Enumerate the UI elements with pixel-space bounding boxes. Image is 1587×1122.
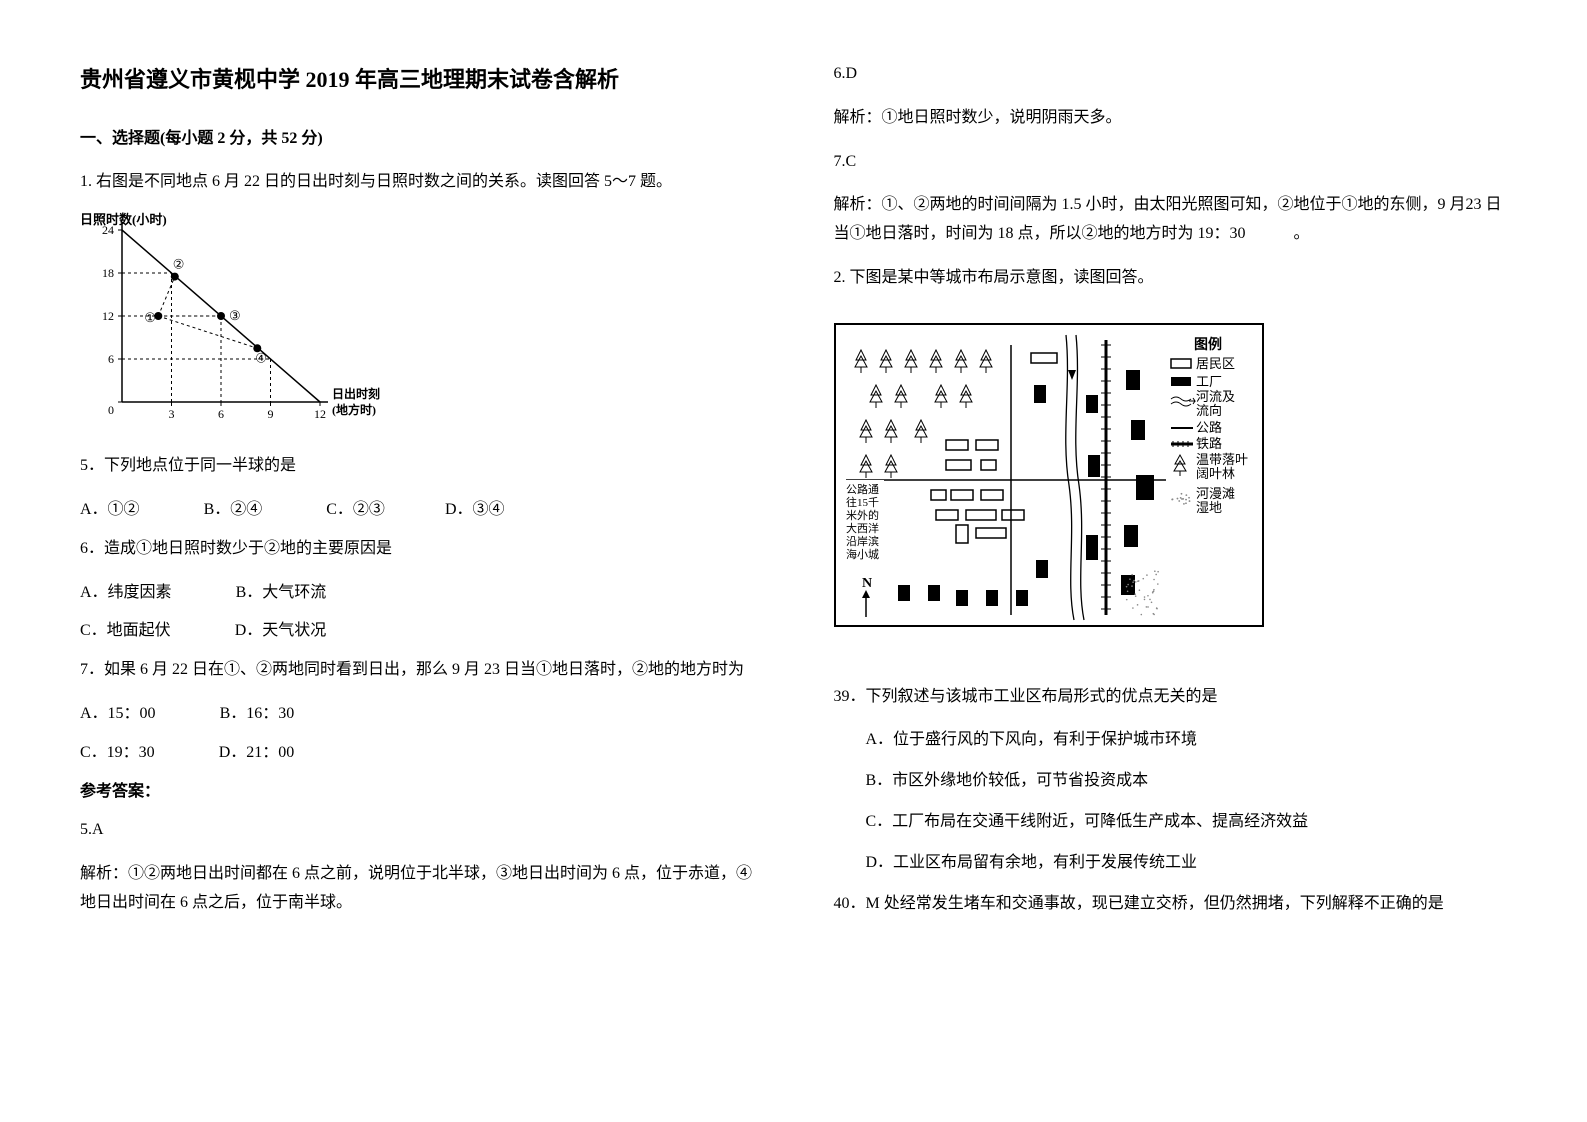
chart-svg: 日照时数(小时) 6 12 18 24 0 3 6 9 12 ① ② ③ ④ 日出时刻(地方时): [80, 212, 400, 432]
q5-opt-a: A．①②: [80, 496, 140, 525]
svg-text:N: N: [862, 576, 872, 591]
svg-text:米外的: 米外的: [846, 508, 879, 522]
svg-text:6: 6: [108, 352, 114, 366]
q6-opt-d: D．天气状况: [235, 617, 327, 646]
svg-text:图例: 图例: [1194, 336, 1222, 353]
q5-opt-d: D．③④: [445, 496, 505, 525]
a5-explanation: 解析：①②两地日出时间都在 6 点之前，说明位于北半球，③地日出时间为 6 点，…: [80, 860, 754, 918]
svg-text:往15千: 往15千: [846, 495, 879, 509]
svg-text:3: 3: [169, 407, 175, 421]
svg-text:12: 12: [102, 309, 114, 323]
svg-text:大西洋: 大西洋: [846, 521, 879, 535]
q6-opt-b: B．大气环流: [236, 579, 327, 608]
svg-text:铁路: 铁路: [1196, 436, 1222, 451]
a7-head: 7.C: [834, 148, 1508, 177]
section-1-head: 一、选择题(每小题 2 分，共 52 分): [80, 125, 754, 154]
svg-text:(地方时): (地方时): [332, 402, 376, 417]
left-column: 贵州省遵义市黄枧中学 2019 年高三地理期末试卷含解析 一、选择题(每小题 2…: [80, 60, 754, 1062]
q7-options-row1: A．15：00 B．16：30: [80, 700, 754, 729]
q7-opt-d: D．21：00: [219, 739, 295, 768]
q7-opt-a: A．15：00: [80, 700, 156, 729]
q5-opt-c: C．②③: [326, 496, 385, 525]
q39-opt-c: C．工厂布局在交通干线附近，可降低生产成本、提高经济效益: [834, 808, 1508, 837]
q5-opt-b: B．②④: [204, 496, 263, 525]
svg-text:②: ②: [173, 257, 185, 272]
svg-text:18: 18: [102, 266, 114, 280]
q7-opt-b: B．16：30: [220, 700, 295, 729]
svg-text:河流及: 河流及: [1196, 389, 1235, 404]
q7-stem: 7．如果 6 月 22 日在①、②两地同时看到日出，那么 9 月 23 日当①地…: [80, 656, 754, 685]
q39-stem: 39．下列叙述与该城市工业区布局形式的优点无关的是: [834, 683, 1508, 712]
q5-stem: 5．下列地点位于同一半球的是: [80, 452, 754, 481]
q39-opt-a: A．位于盛行风的下风向，有利于保护城市环境: [834, 726, 1508, 755]
q6-stem: 6．造成①地日照时数少于②地的主要原因是: [80, 535, 754, 564]
svg-text:河漫滩: 河漫滩: [1196, 486, 1235, 501]
q7-opt-c: C．19：30: [80, 739, 155, 768]
q2-stem: 2. 下图是某中等城市布局示意图，读图回答。: [834, 264, 1508, 293]
q7-options-row2: C．19：30 D．21：00: [80, 739, 754, 768]
svg-text:公路: 公路: [1196, 420, 1222, 435]
q39-opt-d: D．工业区布局留有余地，有利于发展传统工业: [834, 849, 1508, 878]
q6-options-row2: C．地面起伏 D．天气状况: [80, 617, 754, 646]
q6-options-row1: A．纬度因素 B．大气环流: [80, 579, 754, 608]
svg-text:6: 6: [218, 407, 224, 421]
exam-title: 贵州省遵义市黄枧中学 2019 年高三地理期末试卷含解析: [80, 60, 754, 100]
svg-text:④: ④: [255, 350, 267, 365]
q1-stem: 1. 右图是不同地点 6 月 22 日的日出时刻与日照时数之间的关系。读图回答 …: [80, 168, 754, 197]
svg-text:③: ③: [229, 308, 241, 323]
q5-options: A．①② B．②④ C．②③ D．③④: [80, 496, 754, 525]
svg-text:温带落叶: 温带落叶: [1196, 452, 1248, 467]
q6-opt-c: C．地面起伏: [80, 617, 171, 646]
svg-text:湿地: 湿地: [1196, 500, 1222, 515]
svg-text:居民区: 居民区: [1196, 356, 1235, 371]
a7-explanation: 解析：①、②两地的时间间隔为 1.5 小时，由太阳光照图可知，②地位于①地的东侧…: [834, 191, 1508, 249]
q39-opt-b: B．市区外缘地价较低，可节省投资成本: [834, 767, 1508, 796]
right-column: 6.D 解析：①地日照时数少，说明阴雨天多。 7.C 解析：①、②两地的时间间隔…: [834, 60, 1508, 1062]
city-map-figure: 公路通往15千米外的大西洋沿岸滨海小城 N 图例居民区工厂河流及流向公路铁路温带落叶…: [834, 323, 1264, 627]
svg-text:流向: 流向: [1196, 403, 1222, 418]
q6-opt-a: A．纬度因素: [80, 579, 172, 608]
svg-text:公路通: 公路通: [846, 483, 879, 496]
svg-text:工厂: 工厂: [1196, 374, 1222, 389]
svg-text:日出时刻: 日出时刻: [332, 386, 380, 401]
sunrise-chart: 日照时数(小时) 6 12 18 24 0 3 6 9 12 ① ② ③ ④ 日出时刻(地方时): [80, 212, 754, 432]
svg-text:日照时数(小时): 日照时数(小时): [80, 212, 167, 227]
svg-text:24: 24: [102, 223, 114, 237]
reference-answer-head: 参考答案：: [80, 778, 754, 807]
svg-text:12: 12: [314, 407, 326, 421]
a6-explanation: 解析：①地日照时数少，说明阴雨天多。: [834, 104, 1508, 133]
a5-head: 5.A: [80, 816, 754, 845]
svg-text:①: ①: [144, 310, 156, 325]
map-svg: 公路通往15千米外的大西洋沿岸滨海小城 N 图例居民区工厂河流及流向公路铁路温带落叶…: [836, 325, 1262, 625]
svg-text:0: 0: [108, 403, 114, 417]
q40-stem: 40．M 处经常发生堵车和交通事故，现已建立交桥，但仍然拥堵，下列解释不正确的是: [834, 890, 1508, 919]
svg-text:沿岸滨: 沿岸滨: [846, 534, 879, 548]
svg-text:海小城: 海小城: [846, 547, 879, 561]
svg-text:阔叶林: 阔叶林: [1196, 466, 1235, 481]
a6-head: 6.D: [834, 60, 1508, 89]
svg-text:9: 9: [268, 407, 274, 421]
